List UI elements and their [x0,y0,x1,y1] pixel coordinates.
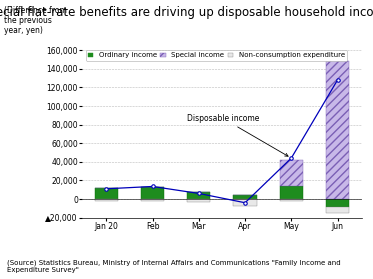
Bar [326,199,349,207]
Bar [187,199,210,202]
Bar [280,186,303,199]
Legend: Ordinary income, Special income, Non-consumption expenditure: Ordinary income, Special income, Non-con… [85,50,347,61]
Bar [280,160,303,186]
Bar [187,192,210,199]
Text: (Difference from
the previous
year, yen): (Difference from the previous year, yen) [4,6,67,35]
Bar [233,199,257,206]
Bar [141,187,164,199]
Bar [326,61,349,199]
Bar [95,188,118,199]
Text: (Source) Statistics Bureau, Ministry of Internal Affairs and Communications "Fam: (Source) Statistics Bureau, Ministry of … [7,259,341,273]
Bar [280,199,303,201]
Bar [233,195,257,199]
Bar [95,199,118,201]
Text: Disposable income: Disposable income [186,114,288,156]
Text: Special flat-rate benefits are driving up disposable household income: Special flat-rate benefits are driving u… [0,6,373,19]
Bar [326,207,349,213]
Bar [141,199,164,201]
